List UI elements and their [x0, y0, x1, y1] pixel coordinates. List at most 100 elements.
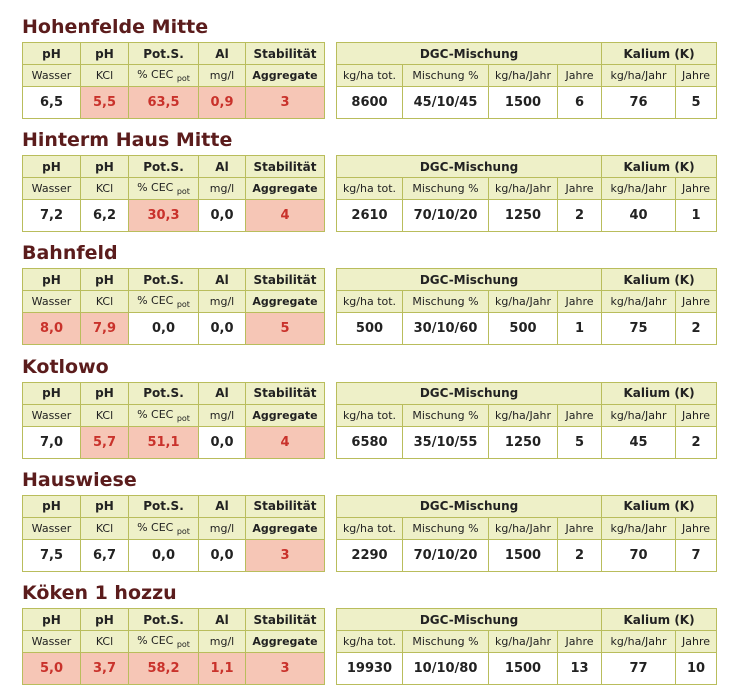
- unit-cell: Wasser: [22, 630, 81, 653]
- value-cell: 4: [245, 425, 325, 459]
- section-title: Hauswiese: [22, 468, 137, 491]
- value-cell: 0,0: [198, 199, 246, 233]
- group-cell: DGC-Mischung: [335, 608, 603, 631]
- group-cell: Kalium (K): [601, 608, 718, 631]
- header-cell: pH: [80, 608, 129, 631]
- value-cell: 4: [245, 199, 325, 233]
- unit-cell: % CEC pot: [128, 516, 199, 540]
- unit-cell: kg/ha tot.: [336, 177, 403, 201]
- header-row: pH pH Pot.S. Al Stabilität: [22, 155, 325, 179]
- unit-cell: % CEC pot: [128, 290, 199, 314]
- unit-cell: Wasser: [22, 290, 81, 314]
- unit-cell: KCl: [80, 290, 129, 314]
- header-cell: Pot.S.: [128, 381, 199, 405]
- header-cell: Stabilität: [245, 42, 325, 65]
- mix-table: DGC-Mischung Kalium (K) kg/ha tot. Mischung…: [335, 608, 718, 685]
- section-title: Bahnfeld: [22, 242, 118, 265]
- value-cell: 5,5: [80, 86, 129, 119]
- unit-cell: kg/ha/Jahr: [488, 290, 558, 314]
- header-cell: Al: [198, 155, 246, 179]
- value-cell: 7,0: [22, 425, 81, 459]
- data-row: 2610 70/10/20 1250 2 40 1: [336, 199, 718, 233]
- group-cell: DGC-Mischung: [335, 381, 603, 405]
- header-cell: pH: [80, 381, 129, 405]
- header-cell: Al: [198, 42, 246, 65]
- value-cell: 19930: [336, 652, 403, 685]
- mix-table: DGC-Mischung Kalium (K) kg/ha tot. Mischung…: [335, 381, 718, 459]
- unit-row: kg/ha tot. Mischung % kg/ha/Jahr Jahre kg/ha…: [336, 630, 718, 653]
- value-cell: 2: [556, 199, 603, 233]
- value-cell: 63,5: [128, 86, 199, 119]
- value-cell: 35/10/55: [402, 425, 489, 459]
- header-cell: pH: [22, 155, 81, 179]
- unit-row: kg/ha tot. Mischung % kg/ha/Jahr Jahre kg/ha…: [336, 177, 718, 201]
- group-row: DGC-Mischung Kalium (K): [335, 42, 718, 65]
- mix-table: DGC-Mischung Kalium (K) kg/ha tot. Mischung…: [335, 42, 718, 119]
- value-cell: 2290: [336, 538, 403, 572]
- soil-table: pH pH Pot.S. Al Stabilität Wasser KCl% CEC pot…: [22, 155, 325, 233]
- header-cell: Al: [198, 494, 246, 518]
- unit-cell: Mischung %: [402, 177, 489, 201]
- unit-cell: kg/ha/Jahr: [488, 516, 558, 540]
- value-cell: 5: [245, 312, 325, 346]
- value-cell: 2610: [336, 199, 403, 233]
- header-cell: Stabilität: [245, 608, 325, 631]
- unit-row: Wasser KCl% CEC pot mg/l Aggregate: [22, 290, 325, 314]
- header-cell: Stabilität: [245, 268, 325, 292]
- unit-cell: Aggregate: [245, 403, 325, 427]
- header-cell: Stabilität: [245, 494, 325, 518]
- unit-row: Wasser KCl% CEC pot mg/l Aggregate: [22, 516, 325, 540]
- header-cell: Stabilität: [245, 381, 325, 405]
- unit-cell: mg/l: [198, 177, 246, 201]
- unit-cell: kg/ha/Jahr: [488, 64, 558, 87]
- mix-table: DGC-Mischung Kalium (K) kg/ha tot. Mischung…: [335, 155, 718, 233]
- value-cell: 58,2: [128, 652, 199, 685]
- section: Köken 1 hozzu pH pH Pot.S. Al Stabilität Wasse…: [0, 578, 748, 690]
- value-cell: 6580: [336, 425, 403, 459]
- value-cell: 2: [556, 538, 603, 572]
- value-cell: 7,9: [80, 312, 129, 346]
- value-cell: 0,0: [198, 312, 246, 346]
- data-row: 2290 70/10/20 1500 2 70 7: [336, 538, 718, 572]
- group-cell: DGC-Mischung: [335, 268, 603, 292]
- value-cell: 30,3: [128, 199, 199, 233]
- header-row: pH pH Pot.S. Al Stabilität: [22, 381, 325, 405]
- unit-cell: mg/l: [198, 516, 246, 540]
- value-cell: 40: [601, 199, 677, 233]
- unit-cell: Aggregate: [245, 177, 325, 201]
- value-cell: 3: [245, 86, 325, 119]
- value-cell: 1250: [488, 199, 558, 233]
- header-row: pH pH Pot.S. Al Stabilität: [22, 608, 325, 631]
- value-cell: 5,7: [80, 425, 129, 459]
- unit-cell: % CEC pot: [128, 403, 199, 427]
- value-cell: 1250: [488, 425, 558, 459]
- value-cell: 7: [675, 538, 718, 572]
- unit-text: % CEC: [137, 67, 174, 81]
- data-row: 7,5 6,7 0,0 0,0 3: [22, 538, 325, 572]
- unit-cell: Mischung %: [402, 516, 489, 540]
- unit-cell: kg/ha/Jahr: [488, 403, 558, 427]
- value-cell: 1: [675, 199, 718, 233]
- unit-row: kg/ha tot. Mischung % kg/ha/Jahr Jahre kg/ha…: [336, 516, 718, 540]
- group-cell: DGC-Mischung: [335, 494, 603, 518]
- unit-cell: Wasser: [22, 516, 81, 540]
- unit-cell: kg/ha/Jahr: [601, 64, 677, 87]
- unit-subscript: pot: [176, 187, 190, 197]
- value-cell: 10/10/80: [402, 652, 489, 685]
- value-cell: 0,0: [128, 312, 199, 346]
- group-row: DGC-Mischung Kalium (K): [335, 494, 718, 518]
- group-row: DGC-Mischung Kalium (K): [335, 608, 718, 631]
- mix-table: DGC-Mischung Kalium (K) kg/ha tot. Mischung…: [335, 268, 718, 346]
- header-cell: Pot.S.: [128, 268, 199, 292]
- value-cell: 30/10/60: [402, 312, 489, 346]
- unit-cell: Jahre: [675, 177, 718, 201]
- value-cell: 76: [601, 86, 677, 119]
- unit-cell: Wasser: [22, 403, 81, 427]
- data-row: 19930 10/10/80 1500 13 77 10: [336, 652, 718, 685]
- value-cell: 6,5: [22, 86, 81, 119]
- unit-cell: Aggregate: [245, 64, 325, 87]
- value-cell: 75: [601, 312, 677, 346]
- value-cell: 77: [601, 652, 677, 685]
- unit-cell: KCl: [80, 177, 129, 201]
